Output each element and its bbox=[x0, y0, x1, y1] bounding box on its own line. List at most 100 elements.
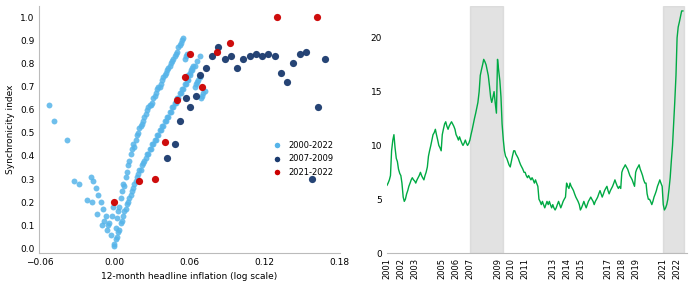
Point bbox=[165, 110, 176, 114]
Point bbox=[125, 151, 137, 156]
Point bbox=[250, 52, 261, 57]
Point bbox=[313, 105, 324, 110]
Point bbox=[138, 119, 149, 123]
Point bbox=[105, 232, 116, 237]
Point bbox=[115, 221, 126, 225]
Point bbox=[164, 63, 175, 68]
Point bbox=[164, 110, 175, 114]
Point bbox=[170, 100, 182, 105]
Point bbox=[211, 50, 222, 54]
Point bbox=[189, 63, 200, 68]
Point bbox=[146, 147, 157, 151]
Bar bbox=[470, 5, 503, 253]
Point bbox=[69, 179, 80, 184]
Point bbox=[137, 121, 148, 126]
Point bbox=[183, 77, 194, 82]
Point bbox=[98, 207, 109, 212]
Point bbox=[143, 151, 154, 156]
Point bbox=[193, 77, 204, 82]
Point bbox=[96, 223, 107, 228]
Point bbox=[275, 70, 286, 75]
Point bbox=[186, 68, 198, 73]
Point bbox=[225, 54, 236, 59]
Point bbox=[118, 214, 129, 218]
Point bbox=[141, 107, 152, 112]
Point bbox=[168, 105, 179, 110]
Point bbox=[200, 66, 211, 70]
Point bbox=[319, 57, 331, 61]
Point bbox=[171, 96, 182, 100]
Point bbox=[116, 188, 128, 193]
Point bbox=[146, 103, 157, 107]
Point bbox=[152, 133, 163, 137]
Point bbox=[103, 223, 114, 228]
Point bbox=[197, 94, 208, 98]
Point bbox=[62, 137, 73, 142]
Point bbox=[154, 84, 165, 89]
Point bbox=[119, 184, 130, 188]
Point bbox=[224, 40, 235, 45]
Point bbox=[166, 59, 177, 63]
Point bbox=[191, 59, 202, 63]
Point bbox=[95, 200, 106, 204]
Point bbox=[125, 193, 137, 197]
Point bbox=[307, 177, 318, 181]
Point bbox=[272, 15, 283, 20]
Point bbox=[199, 89, 210, 94]
Point bbox=[135, 123, 146, 128]
Point bbox=[110, 237, 121, 241]
Point bbox=[159, 119, 170, 123]
Point bbox=[152, 86, 163, 91]
Y-axis label: Synchronicity index: Synchronicity index bbox=[6, 85, 15, 174]
Point bbox=[263, 52, 274, 57]
Point bbox=[93, 193, 104, 197]
Point bbox=[161, 68, 173, 73]
Point bbox=[155, 82, 166, 86]
Point bbox=[191, 82, 202, 86]
Point bbox=[85, 174, 96, 179]
Point bbox=[185, 68, 196, 73]
Point bbox=[123, 200, 134, 204]
Point bbox=[294, 52, 305, 57]
Point bbox=[184, 52, 195, 57]
Point bbox=[124, 158, 135, 163]
Point bbox=[129, 181, 140, 186]
Point bbox=[155, 128, 166, 133]
Point bbox=[138, 160, 149, 165]
Point bbox=[126, 147, 137, 151]
Point bbox=[231, 66, 243, 70]
Point bbox=[107, 214, 118, 218]
Point bbox=[91, 212, 103, 216]
Point bbox=[238, 57, 249, 61]
Point bbox=[124, 195, 135, 200]
Point bbox=[194, 75, 205, 79]
Point bbox=[112, 216, 123, 221]
Point bbox=[149, 94, 160, 98]
Point bbox=[149, 137, 160, 142]
Point bbox=[189, 84, 200, 89]
Point bbox=[148, 96, 159, 100]
Point bbox=[44, 103, 55, 107]
Point bbox=[99, 218, 110, 223]
Point bbox=[87, 200, 98, 204]
Point bbox=[109, 241, 120, 246]
Point bbox=[120, 174, 131, 179]
Point bbox=[137, 163, 148, 167]
Point bbox=[174, 119, 185, 123]
Point bbox=[121, 202, 132, 207]
Point bbox=[183, 73, 194, 77]
Point bbox=[160, 70, 171, 75]
Point bbox=[115, 195, 126, 200]
Legend: 2000-2022, 2007-2009, 2021-2022: 2000-2022, 2007-2009, 2021-2022 bbox=[266, 139, 335, 179]
Point bbox=[141, 151, 152, 156]
Point bbox=[177, 86, 188, 91]
Point bbox=[165, 61, 176, 66]
Point bbox=[126, 188, 137, 193]
Point bbox=[146, 100, 157, 105]
Point bbox=[312, 15, 323, 20]
Point bbox=[256, 54, 267, 59]
Point bbox=[213, 45, 224, 49]
Point bbox=[132, 174, 143, 179]
Point bbox=[188, 63, 199, 68]
Point bbox=[244, 54, 255, 59]
